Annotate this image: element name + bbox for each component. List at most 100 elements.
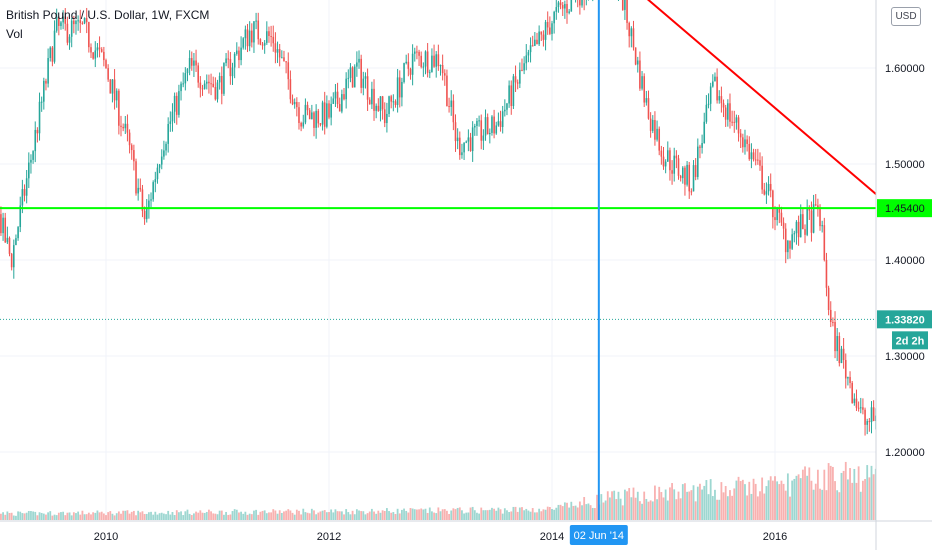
volume-bar	[628, 488, 631, 520]
currency-button[interactable]: USD	[891, 7, 921, 26]
volume-bar	[351, 510, 354, 520]
candle-body	[454, 122, 457, 142]
candle-body	[111, 79, 114, 94]
volume-bar	[486, 510, 489, 520]
candle-body	[45, 80, 47, 84]
volume-bar	[525, 508, 528, 520]
candle-body	[313, 112, 315, 128]
volume-bar	[214, 513, 217, 520]
volume-bar	[396, 508, 399, 520]
candle-body	[145, 207, 148, 220]
candle-body	[658, 128, 661, 151]
volume-bar	[355, 509, 358, 520]
candle-body	[834, 322, 836, 352]
candle-body	[38, 101, 41, 134]
candle-body	[30, 159, 32, 163]
volume-bar	[761, 477, 764, 520]
volume-bar	[158, 513, 161, 520]
candle-body	[731, 121, 733, 123]
volume-bar	[448, 513, 450, 520]
volume-bar	[332, 512, 335, 520]
candle-body	[714, 76, 716, 82]
candle-body	[214, 86, 217, 100]
volume-bar	[336, 511, 339, 520]
time-scale[interactable]	[0, 521, 932, 550]
volume-bar	[323, 510, 326, 520]
volume-bar	[261, 510, 264, 520]
volume-bar	[458, 507, 461, 520]
volume-bar	[686, 491, 688, 520]
volume-bar	[859, 491, 862, 520]
candle-body	[844, 360, 847, 379]
volume-bar	[405, 510, 408, 520]
volume-bar	[660, 492, 663, 520]
candle-body	[158, 164, 161, 168]
candle-body	[727, 103, 729, 120]
candle-body	[364, 76, 367, 79]
candle-body	[542, 34, 545, 40]
volume-bar	[720, 482, 723, 520]
volume-bar	[677, 491, 680, 520]
candle-body	[184, 73, 187, 84]
candle-body	[15, 238, 17, 246]
candle-body	[769, 183, 772, 191]
candle-body	[143, 210, 146, 220]
candle-body	[345, 78, 347, 100]
volume-bar	[358, 510, 360, 520]
volume-bar	[431, 511, 433, 520]
candle-body	[842, 348, 845, 361]
volume-bar	[124, 510, 127, 520]
volume-bar	[784, 490, 787, 520]
candle-body	[248, 30, 251, 47]
volume-bar	[418, 509, 420, 520]
volume-bar	[446, 510, 448, 520]
candle-body	[244, 29, 247, 39]
candle-body	[43, 80, 45, 102]
candle-body	[506, 103, 508, 110]
candle-body	[829, 309, 832, 323]
candle-body	[516, 82, 519, 84]
candle-body	[190, 58, 193, 66]
candle-body	[536, 39, 538, 45]
candle-body	[433, 55, 435, 67]
volume-bar	[199, 510, 202, 520]
volume-bar	[441, 509, 444, 520]
candle-body	[36, 129, 39, 134]
volume-bar	[469, 507, 472, 520]
candle-body	[351, 67, 354, 88]
volume-bar	[735, 480, 738, 520]
candle-body	[808, 208, 811, 211]
volume-bar	[855, 482, 858, 520]
volume-bar	[574, 505, 577, 520]
volume-bar	[576, 507, 579, 520]
price-scale[interactable]	[876, 0, 932, 550]
volume-bar	[806, 475, 809, 520]
volume-bar	[64, 515, 67, 520]
volume-bar	[98, 512, 101, 520]
volume-bar	[253, 510, 255, 520]
candle-body	[439, 65, 442, 67]
volume-bar	[2, 512, 4, 520]
volume-bar	[870, 465, 873, 520]
volume-bar	[135, 515, 137, 520]
volume-bar	[744, 484, 746, 520]
volume-bar	[476, 512, 478, 520]
volume-bar	[799, 478, 802, 520]
volume-bar	[756, 496, 759, 520]
candle-body	[4, 217, 7, 243]
candle-body	[268, 31, 270, 37]
volume-bar	[553, 509, 556, 520]
candle-body	[540, 31, 543, 35]
volume-bar	[844, 461, 847, 520]
candle-body	[660, 150, 663, 157]
volume-bar	[268, 512, 270, 520]
volume-bar	[656, 499, 658, 520]
candle-body	[480, 120, 483, 141]
candle-body	[390, 96, 392, 102]
candle-body	[88, 22, 90, 48]
volume-bar	[437, 507, 440, 520]
volume-bar	[302, 508, 305, 520]
volume-bar	[223, 514, 225, 520]
volume-bar	[171, 512, 174, 520]
